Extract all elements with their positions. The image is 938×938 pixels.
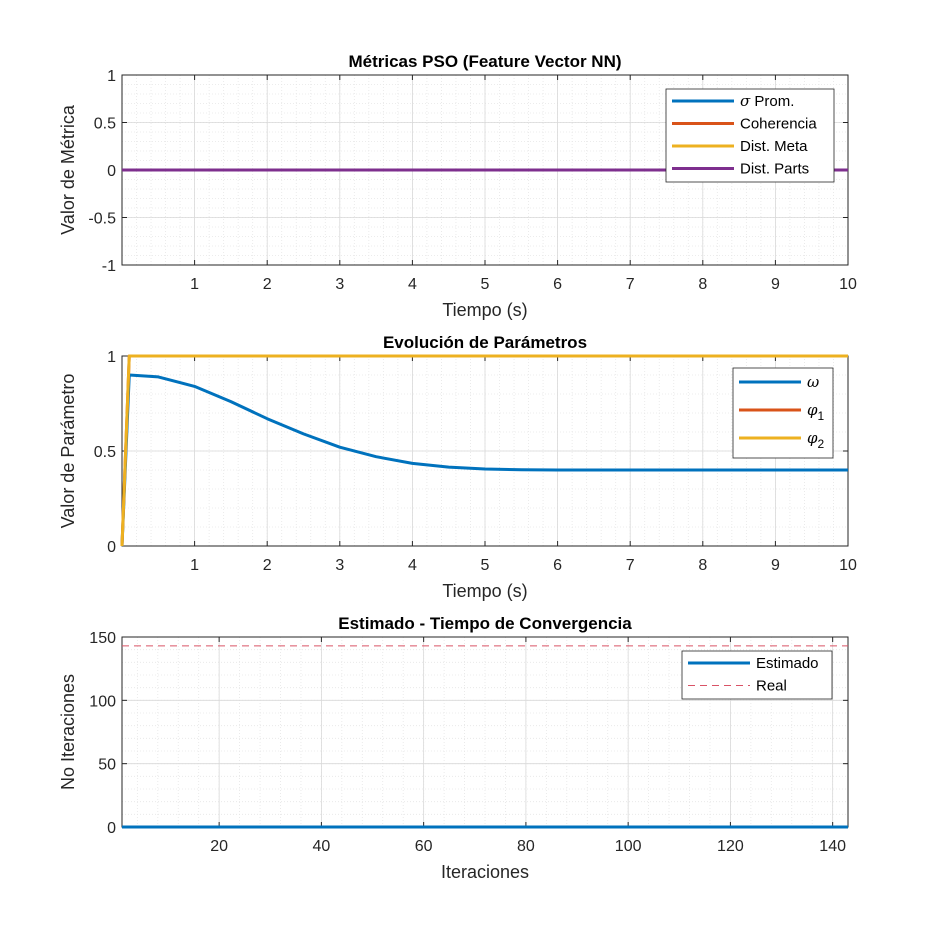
legend-subscript: 2 bbox=[818, 437, 825, 451]
legend-entry: σ Prom. bbox=[740, 92, 794, 110]
x-tick-label: 10 bbox=[839, 276, 857, 293]
legend-box bbox=[681, 650, 833, 700]
x-tick-label: 120 bbox=[717, 838, 744, 855]
x-tick-label: 5 bbox=[481, 557, 490, 574]
legend-entry: ω bbox=[807, 373, 819, 391]
legend-entry: Real bbox=[756, 678, 787, 695]
series-line-3 bbox=[120, 354, 848, 547]
legend-entry: Dist. Parts bbox=[740, 161, 809, 178]
chart-panel-metricas: 1 2 3 4 5 6 7 8 9 10 -1 -0.5 0 0.5 1 Métricas PSO (Fea… bbox=[58, 52, 857, 320]
legend-symbol: φ bbox=[807, 429, 818, 447]
legend: Estimado Real bbox=[681, 650, 833, 700]
x-axis-label: Iteraciones bbox=[441, 862, 529, 882]
legend-entry: Dist. Meta bbox=[740, 138, 808, 155]
y-tick-label: 50 bbox=[98, 757, 116, 774]
y-tick-label: 0.5 bbox=[94, 116, 116, 133]
y-tick-label: 0 bbox=[107, 163, 116, 180]
x-tick-label: 7 bbox=[626, 557, 635, 574]
x-tick-label: 100 bbox=[615, 838, 642, 855]
y-tick-label: 0 bbox=[107, 820, 116, 837]
y-tick-label: 0 bbox=[107, 539, 116, 556]
legend-entry: φ2 bbox=[807, 429, 825, 451]
x-tick-label: 20 bbox=[210, 838, 228, 855]
y-axis-label: No Iteraciones bbox=[58, 674, 78, 790]
chart-panel-parametros: 1 2 3 4 5 6 7 8 9 10 0 0.5 1 Evolución de Parámetros… bbox=[58, 333, 857, 601]
legend-entry: Estimado bbox=[756, 655, 819, 672]
y-tick-label: 1 bbox=[107, 68, 116, 85]
x-tick-label: 10 bbox=[839, 557, 857, 574]
x-tick-label: 60 bbox=[415, 838, 433, 855]
legend-symbol: σ bbox=[740, 92, 751, 110]
legend-entry: Coherencia bbox=[740, 116, 817, 133]
x-tick-label: 8 bbox=[698, 557, 707, 574]
x-tick-label: 7 bbox=[626, 276, 635, 293]
x-tick-label: 5 bbox=[481, 276, 490, 293]
x-tick-label: 8 bbox=[698, 276, 707, 293]
x-tick-label: 6 bbox=[553, 276, 562, 293]
legend-symbol: ω bbox=[807, 373, 819, 391]
legend-subscript: 1 bbox=[818, 409, 825, 423]
x-tick-label: 9 bbox=[771, 276, 780, 293]
x-tick-label: 1 bbox=[190, 557, 199, 574]
x-tick-label: 40 bbox=[312, 838, 330, 855]
y-tick-label: -0.5 bbox=[88, 211, 116, 228]
x-tick-label: 140 bbox=[819, 838, 846, 855]
legend-symbol: φ bbox=[807, 401, 818, 419]
legend-text: Prom. bbox=[750, 93, 794, 110]
legend-box bbox=[665, 88, 835, 183]
x-tick-label: 1 bbox=[190, 276, 199, 293]
y-tick-label: -1 bbox=[102, 258, 116, 275]
series-line-1 bbox=[120, 373, 848, 547]
x-tick-label: 80 bbox=[517, 838, 535, 855]
y-tick-label: 0.5 bbox=[94, 444, 116, 461]
x-tick-label: 3 bbox=[335, 276, 344, 293]
chart-panel-convergencia: 20 40 60 80 100 120 140 0 50 100 150 Estimado - Ti… bbox=[58, 614, 849, 882]
y-tick-label: 1 bbox=[107, 349, 116, 366]
legend: σ Prom. Coherencia Dist. Meta Dist. Parts bbox=[665, 88, 835, 183]
x-tick-label: 6 bbox=[553, 557, 562, 574]
x-tick-label: 9 bbox=[771, 557, 780, 574]
y-axis-label: Valor de Parámetro bbox=[58, 374, 78, 529]
x-tick-label: 4 bbox=[408, 276, 417, 293]
chart-title: Estimado - Tiempo de Convergencia bbox=[338, 614, 632, 633]
chart-title: Evolución de Parámetros bbox=[383, 333, 587, 352]
chart-title: Métricas PSO (Feature Vector NN) bbox=[348, 52, 621, 71]
y-tick-label: 150 bbox=[89, 630, 116, 647]
x-axis-label: Tiempo (s) bbox=[442, 300, 527, 320]
x-tick-label: 4 bbox=[408, 557, 417, 574]
y-axis-label: Valor de Métrica bbox=[58, 104, 78, 235]
x-tick-label: 2 bbox=[263, 557, 272, 574]
y-tick-label: 100 bbox=[89, 693, 116, 710]
x-tick-label: 3 bbox=[335, 557, 344, 574]
x-tick-label: 2 bbox=[263, 276, 272, 293]
legend-entry: φ1 bbox=[807, 401, 825, 423]
x-axis-label: Tiempo (s) bbox=[442, 581, 527, 601]
